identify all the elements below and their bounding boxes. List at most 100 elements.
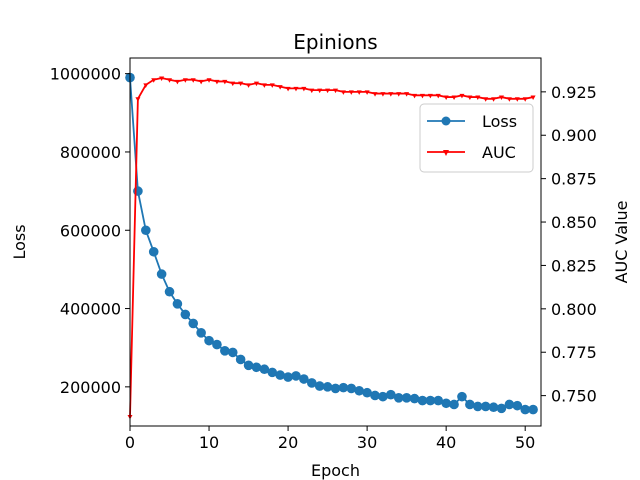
auc-point bbox=[451, 95, 457, 101]
loss-point bbox=[370, 390, 380, 401]
loss-point bbox=[204, 335, 214, 346]
loss-point bbox=[306, 378, 317, 388]
auc-point bbox=[467, 95, 473, 101]
loss-point bbox=[314, 381, 325, 391]
loss-point bbox=[267, 367, 278, 378]
y-right-tick-label: 0.850 bbox=[551, 213, 597, 232]
auc-point bbox=[151, 78, 157, 83]
auc-point bbox=[206, 78, 212, 83]
auc-point bbox=[230, 81, 236, 87]
loss-point bbox=[259, 364, 270, 375]
loss-point bbox=[441, 398, 451, 409]
x-axis-label: Epoch bbox=[311, 461, 360, 480]
loss-point bbox=[346, 383, 357, 394]
auc-point bbox=[514, 97, 520, 102]
auc-point bbox=[404, 92, 410, 97]
auc-point bbox=[475, 95, 481, 101]
legend-loss-label: Loss bbox=[482, 112, 517, 131]
loss-point bbox=[409, 393, 420, 404]
auc-point bbox=[198, 79, 204, 85]
auc-point bbox=[143, 83, 149, 88]
auc-point bbox=[174, 79, 180, 85]
loss-point bbox=[322, 382, 333, 392]
loss-point bbox=[472, 401, 483, 412]
loss-point bbox=[251, 362, 262, 373]
auc-point bbox=[372, 92, 378, 97]
legend-loss-marker bbox=[441, 116, 451, 126]
auc-point bbox=[483, 97, 489, 102]
loss-point bbox=[488, 402, 499, 413]
auc-point bbox=[159, 76, 165, 81]
loss-point bbox=[148, 246, 159, 257]
series-layer bbox=[125, 72, 538, 420]
auc-point bbox=[380, 92, 386, 97]
loss-point bbox=[496, 403, 507, 414]
loss-point bbox=[275, 370, 285, 380]
auc-point bbox=[522, 97, 528, 102]
loss-point bbox=[512, 400, 523, 411]
loss-point bbox=[354, 385, 365, 396]
y-right-tick-label: 0.750 bbox=[551, 387, 597, 406]
loss-point bbox=[480, 401, 491, 412]
y-left-tick-label: 400000 bbox=[60, 300, 121, 319]
loss-point bbox=[188, 318, 199, 329]
axes-frame bbox=[129, 57, 542, 427]
auc-point bbox=[301, 86, 307, 92]
y-left-axis-label: Loss bbox=[10, 224, 29, 259]
loss-point bbox=[433, 395, 444, 406]
loss-point bbox=[528, 404, 538, 415]
auc-series-line bbox=[129, 77, 534, 417]
auc-point bbox=[356, 90, 362, 95]
auc-point bbox=[435, 93, 441, 99]
loss-point bbox=[449, 399, 459, 410]
auc-point bbox=[325, 88, 331, 94]
auc-point bbox=[293, 86, 299, 92]
x-axis-ticks: 0 10 20 30 40 50 bbox=[125, 426, 535, 452]
auc-point bbox=[388, 92, 394, 97]
auc-point bbox=[364, 90, 370, 95]
auc-point bbox=[498, 95, 504, 101]
y-left-tick-label: 600000 bbox=[60, 221, 121, 240]
auc-point bbox=[190, 78, 196, 83]
y-right-tick-label: 0.900 bbox=[551, 126, 597, 145]
auc-point bbox=[182, 78, 188, 83]
y-right-tick-label: 0.825 bbox=[551, 256, 597, 275]
auc-point bbox=[340, 90, 346, 95]
y-right-axis-ticks: 0.750 0.775 0.800 0.825 0.850 0.875 0.900 0.925 bbox=[541, 83, 597, 406]
x-tick-label: 30 bbox=[357, 433, 377, 452]
y-left-tick-label: 200000 bbox=[60, 378, 121, 397]
auc-point bbox=[253, 81, 259, 87]
loss-point bbox=[196, 328, 206, 338]
auc-point bbox=[246, 83, 252, 88]
auc-point bbox=[238, 81, 244, 87]
y-right-tick-label: 0.800 bbox=[551, 300, 597, 319]
auc-point bbox=[261, 83, 267, 88]
x-tick-label: 0 bbox=[125, 433, 135, 452]
auc-point bbox=[309, 88, 315, 94]
loss-point bbox=[425, 395, 436, 406]
auc-point bbox=[443, 95, 449, 101]
loss-point bbox=[393, 393, 404, 403]
y-right-axis-label: AUC Value bbox=[612, 201, 631, 284]
loss-point bbox=[235, 354, 246, 365]
y-left-tick-label: 1000000 bbox=[50, 65, 121, 84]
legend: Loss AUC bbox=[419, 103, 534, 173]
auc-point bbox=[491, 97, 497, 102]
auc-point bbox=[459, 93, 465, 99]
loss-point bbox=[520, 404, 530, 415]
y-left-axis-ticks: 200000 400000 600000 800000 1000000 bbox=[50, 65, 130, 397]
y-right-tick-label: 0.875 bbox=[551, 170, 597, 189]
auc-point bbox=[396, 92, 402, 97]
x-tick-label: 20 bbox=[278, 433, 298, 452]
x-tick-label: 10 bbox=[199, 433, 219, 452]
auc-point bbox=[530, 95, 536, 101]
loss-point bbox=[401, 393, 412, 403]
loss-point bbox=[220, 346, 230, 356]
auc-point bbox=[317, 88, 323, 94]
auc-point bbox=[427, 93, 433, 99]
y-right-tick-label: 0.775 bbox=[551, 343, 597, 362]
auc-point bbox=[419, 93, 425, 99]
loss-point bbox=[156, 269, 167, 279]
loss-point bbox=[378, 391, 388, 402]
loss-point bbox=[283, 372, 293, 382]
